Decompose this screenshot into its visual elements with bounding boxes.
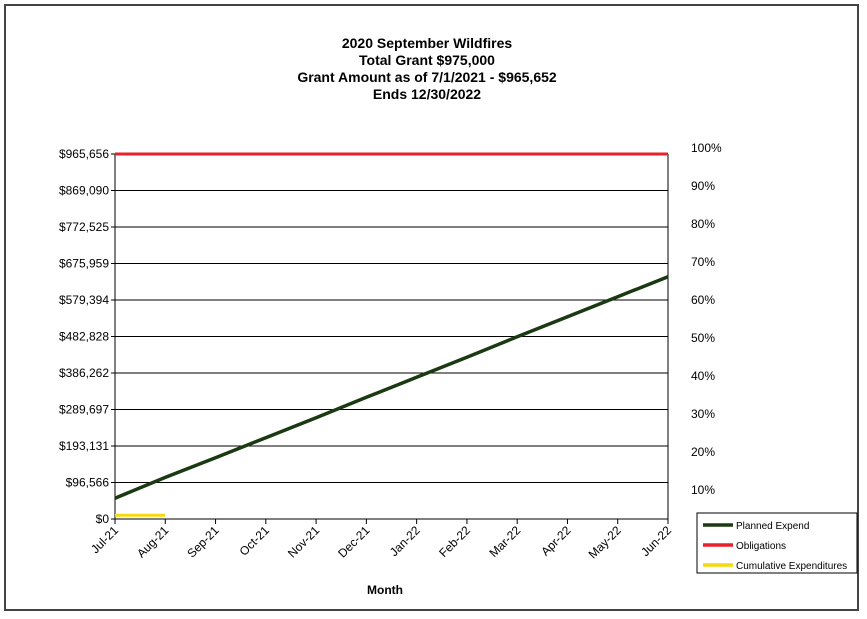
left-tick-label: $869,090	[59, 184, 109, 198]
left-tick-label: $675,959	[59, 257, 109, 271]
legend-label: Obligations	[736, 541, 786, 552]
x-axis-title: Month	[367, 583, 403, 597]
x-tick-label: Jun-22	[638, 523, 674, 559]
left-tick-label: $96,566	[66, 476, 110, 490]
legend-label: Cumulative Expenditures	[736, 561, 847, 572]
left-tick-label: $772,525	[59, 220, 109, 234]
left-tick-label: $482,828	[59, 330, 109, 344]
left-y-axis: $0 $96,566 $193,131 $289,697 $386,262 $482,82…	[59, 147, 116, 526]
right-tick-label: 60%	[691, 293, 715, 307]
x-tick-label: Nov-21	[285, 523, 322, 560]
right-tick-label: 20%	[691, 445, 715, 459]
gridlines	[115, 153, 668, 520]
right-tick-label: 90%	[691, 179, 715, 193]
x-tick-label: Feb-22	[436, 523, 473, 560]
right-tick-label: 30%	[691, 407, 715, 421]
left-tick-label: $965,656	[59, 147, 109, 161]
legend-box	[696, 512, 858, 574]
legend-label: Planned Expend	[736, 521, 809, 532]
x-tick-label: Jul-21	[88, 523, 121, 556]
right-tick-label: 80%	[691, 217, 715, 231]
x-tick-label: Oct-21	[237, 523, 273, 559]
title-line-2: Total Grant $975,000	[359, 52, 495, 68]
title-line-4: Ends 12/30/2022	[373, 86, 481, 102]
x-tick-label: Sep-21	[184, 523, 221, 560]
title-line-3: Grant Amount as of 7/1/2021 - $965,652	[297, 69, 557, 85]
left-tick-label: $193,131	[59, 439, 109, 453]
x-tick-label: Dec-21	[335, 523, 372, 560]
x-tick-label: May-22	[586, 523, 624, 561]
x-tick-label: Apr-22	[538, 523, 574, 559]
series-line-planned-expend	[114, 275, 669, 500]
x-tick-label: Jan-22	[387, 523, 423, 559]
right-tick-label: 40%	[691, 369, 715, 383]
left-tick-label: $386,262	[59, 366, 109, 380]
series-lines	[114, 152, 669, 517]
left-tick-label: $289,697	[59, 403, 109, 417]
left-tick-label: $0	[96, 512, 110, 526]
left-tick-label: $579,394	[59, 293, 109, 307]
chart-frame	[4, 4, 859, 611]
x-tick-label: Aug-21	[134, 523, 171, 560]
legend: Planned Expend Obligations Cumulative Expe…	[696, 512, 858, 574]
right-tick-label: 100%	[691, 141, 722, 155]
right-y-axis: 10% 20% 30% 40% 50% 60% 70% 80% 90% 100%	[667, 141, 722, 519]
x-tick-label: Mar-22	[487, 523, 524, 560]
right-tick-label: 50%	[691, 331, 715, 345]
chart-title: 2020 September Wildfires Total Grant $97…	[297, 35, 557, 102]
x-axis: Jul-21 Aug-21 Sep-21 Oct-21 Nov-21 Dec-21 Jan-…	[88, 519, 674, 561]
right-tick-label: 10%	[691, 483, 715, 497]
title-line-1: 2020 September Wildfires	[342, 35, 512, 51]
right-tick-label: 70%	[691, 255, 715, 269]
